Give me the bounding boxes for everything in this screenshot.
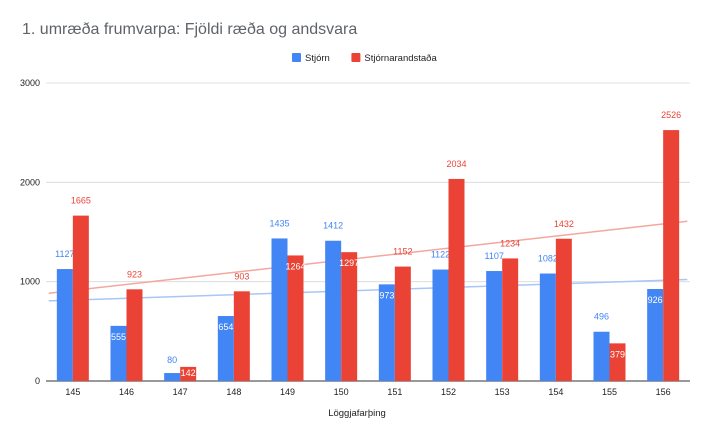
y-tick-label: 3000	[20, 78, 40, 88]
legend: Stjórn Stjórnarandstaða	[292, 53, 437, 64]
bar	[502, 258, 519, 381]
bar	[180, 366, 197, 381]
data-label: 1152	[393, 247, 412, 257]
bar	[486, 271, 503, 381]
bar	[233, 291, 250, 381]
x-axis-ticks: 145 146 147 148 149 150 151 152 153 154 155 156	[65, 387, 670, 397]
data-label: 923	[127, 269, 142, 279]
data-label: 1264	[285, 261, 305, 271]
bar	[56, 269, 73, 381]
x-tick-label: 147	[173, 387, 188, 397]
data-label: 903	[234, 271, 249, 281]
chart-title: 1. umræða frumvarpa: Fjöldi ræða og ands…	[22, 21, 358, 38]
x-axis-title: Löggjafarþing	[328, 408, 386, 419]
x-tick-label: 150	[334, 387, 349, 397]
y-tick-label: 1000	[20, 277, 40, 287]
x-tick-label: 154	[548, 387, 563, 397]
x-tick-label: 153	[495, 387, 510, 397]
bar	[110, 325, 127, 381]
data-label: 654	[218, 322, 233, 332]
legend-swatch	[292, 53, 301, 62]
data-label: 2526	[661, 110, 681, 120]
data-label: 926	[648, 295, 663, 305]
y-axis-ticks: 0 1000 2000 3000	[20, 78, 40, 386]
data-label: 1234	[500, 238, 520, 248]
data-label: 379	[610, 349, 625, 359]
bar	[448, 178, 465, 381]
data-label: 142	[181, 368, 196, 378]
data-label: 1435	[269, 218, 289, 228]
bar	[271, 238, 288, 381]
trendlines	[48, 220, 688, 302]
bar	[341, 252, 358, 381]
bar	[609, 343, 626, 381]
x-tick-label: 148	[226, 387, 241, 397]
bar	[378, 284, 395, 381]
data-label: 555	[111, 332, 126, 342]
bar	[72, 215, 89, 381]
data-label: 1082	[538, 254, 558, 264]
x-tick-label: 156	[656, 387, 671, 397]
data-label: 2034	[446, 159, 466, 169]
data-label: 496	[594, 312, 609, 322]
bar	[647, 289, 664, 381]
legend-label: Stjórn	[305, 53, 330, 64]
data-label: 80	[167, 355, 177, 365]
trendline	[48, 220, 688, 294]
bar	[539, 273, 556, 381]
x-tick-label: 151	[387, 387, 402, 397]
x-tick-label: 145	[65, 387, 80, 397]
x-tick-label: 152	[441, 387, 456, 397]
legend-swatch	[351, 53, 361, 62]
data-label: 1432	[554, 219, 574, 229]
bar	[432, 269, 449, 381]
y-tick-label: 2000	[20, 177, 40, 187]
bar	[164, 373, 181, 381]
gridlines	[46, 82, 690, 382]
data-label: 1412	[323, 221, 343, 231]
x-tick-label: 155	[602, 387, 617, 397]
bar	[217, 316, 234, 381]
bar	[663, 130, 680, 381]
bars: 1127 1665 555 923 80 142 654 903 1435 1264 1412 129…	[55, 110, 681, 381]
trendline	[48, 278, 688, 302]
data-label: 1297	[339, 258, 359, 268]
bar	[325, 240, 342, 381]
bar	[394, 266, 411, 381]
x-tick-label: 149	[280, 387, 295, 397]
data-label: 1665	[71, 196, 91, 206]
data-label: 1127	[55, 249, 74, 259]
data-label: 973	[379, 290, 394, 300]
data-label: 1107	[484, 251, 503, 261]
y-tick-label: 0	[35, 376, 40, 386]
legend-label: Stjórnarandstaða	[364, 53, 437, 64]
bar	[287, 255, 304, 381]
bar	[555, 238, 572, 381]
data-label: 1122	[431, 250, 450, 260]
bar	[593, 331, 610, 381]
x-tick-label: 146	[119, 387, 134, 397]
bar	[126, 289, 143, 381]
